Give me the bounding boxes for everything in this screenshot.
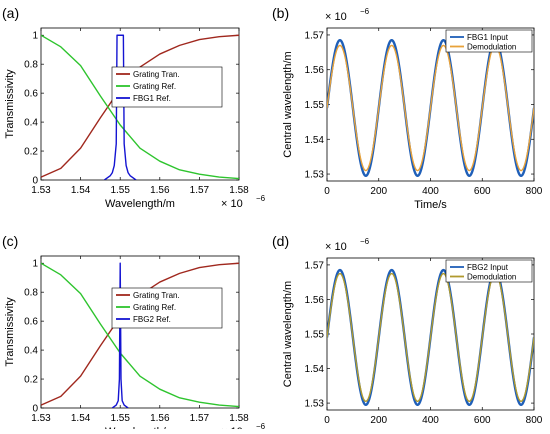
legend-entry: FBG2 Ref. (133, 315, 171, 324)
x-tick-label: 1.55 (110, 413, 130, 424)
y-tick-label: 0.2 (24, 375, 38, 386)
x-tick-label: 1.56 (150, 413, 170, 424)
y-tick-label: 1.53 (305, 399, 325, 410)
legend-entry: Grating Tran. (133, 291, 180, 300)
y-tick-label: 1.56 (305, 65, 325, 76)
legend-entry: Grating Ref. (133, 82, 176, 91)
chart-panel-3: (c) 1.53 1.54 1.55 1.56 1.57 1.58 0 0.2 0.4 0.6 0.8… (2, 233, 266, 429)
x-tick-label: 1.58 (229, 185, 249, 196)
panel-label: (b) (272, 5, 289, 21)
legend-entry: Demodulation (467, 273, 516, 282)
panel-label: (a) (2, 5, 19, 21)
y-tick-label: 1.57 (305, 30, 325, 41)
x-tick-label: 1.53 (31, 413, 51, 424)
y-tick-label: 0.6 (24, 89, 38, 100)
x-tick-label: 0 (324, 415, 330, 426)
legend-entry: Demodulation (467, 43, 516, 52)
y-axis-label: Central wavelength/m (282, 281, 294, 387)
x-tick-label: 800 (526, 415, 543, 426)
x-tick-label: 1.57 (190, 185, 210, 196)
chart-panel-2: (b) 0 200 400 600 800 1.53 1.54 1.55 1.56 1.57 Time… (272, 5, 543, 211)
y-exponent: × 10 (325, 11, 347, 23)
y-exponent-power: −6 (360, 237, 370, 246)
legend: Grating Tran. Grating Ref. FBG1 Ref. (112, 67, 222, 107)
x-tick-label: 600 (474, 186, 491, 197)
y-tick-label: 1.54 (305, 135, 325, 146)
x-exponent: × 10 (221, 198, 243, 210)
x-exponent-power: −6 (256, 194, 266, 203)
legend-entry: Grating Ref. (133, 303, 176, 312)
y-tick-label: 1.54 (305, 364, 325, 375)
x-tick-label: 1.58 (229, 413, 249, 424)
y-tick-label: 0.6 (24, 317, 38, 328)
y-tick-label: 0.8 (24, 60, 38, 71)
x-tick-label: 200 (370, 415, 387, 426)
x-tick-label: 400 (422, 186, 439, 197)
plot-area (41, 256, 239, 408)
legend: Grating Tran. Grating Ref. FBG2 Ref. (112, 288, 222, 328)
x-tick-label: 1.56 (150, 185, 170, 196)
x-axis-label: Time/s (414, 199, 447, 211)
chart-panel-4: (d)02004006008001.531.541.551.561.57Time… (272, 233, 543, 429)
y-exponent-power: −6 (360, 7, 370, 16)
y-tick-label: 1.53 (305, 170, 325, 181)
legend-entry: Grating Tran. (133, 70, 180, 79)
panel-label: (d) (272, 233, 289, 249)
legend-entry: FBG2 Input (467, 263, 509, 272)
y-exponent: × 10 (325, 241, 347, 253)
y-tick-label: 0.4 (24, 118, 38, 129)
y-tick-label: 1 (32, 259, 38, 270)
y-axis-label: Transmissivity (4, 297, 16, 367)
legend-entry: FBG1 Input (467, 33, 509, 42)
y-tick-label: 0 (32, 176, 38, 187)
x-tick-label: 200 (370, 186, 387, 197)
y-tick-label: 0.4 (24, 346, 38, 357)
chart-panel-1: (a) 1.53 1.54 1.55 1.56 1.57 1.58 0 0.2 0.4 0.6 0.8… (2, 5, 266, 210)
y-tick-label: 0.8 (24, 288, 38, 299)
y-tick-label: 0 (32, 404, 38, 415)
x-tick-label: 600 (474, 415, 491, 426)
y-tick-label: 0.2 (24, 147, 38, 158)
y-tick-label: 1.55 (305, 330, 325, 341)
y-axis-label: Central wavelength/m (282, 51, 294, 157)
x-exponent-power: −6 (256, 422, 266, 429)
x-tick-label: 1.57 (190, 413, 210, 424)
y-tick-label: 1.56 (305, 295, 325, 306)
x-tick-label: 0 (324, 186, 330, 197)
x-tick-label: 800 (526, 186, 543, 197)
y-tick-label: 1.57 (305, 260, 325, 271)
x-tick-label: 1.54 (71, 413, 91, 424)
legend-entry: FBG1 Ref. (133, 94, 171, 103)
y-axis-label: Transmissivity (4, 69, 16, 139)
x-axis-label: Wavelength/m (105, 198, 175, 210)
x-tick-label: 1.54 (71, 185, 91, 196)
y-tick-label: 1 (32, 31, 38, 42)
x-tick-label: 1.55 (110, 185, 130, 196)
y-tick-label: 1.55 (305, 100, 325, 111)
panel-label: (c) (2, 233, 18, 249)
x-tick-label: 400 (422, 415, 439, 426)
x-tick-label: 1.53 (31, 185, 51, 196)
